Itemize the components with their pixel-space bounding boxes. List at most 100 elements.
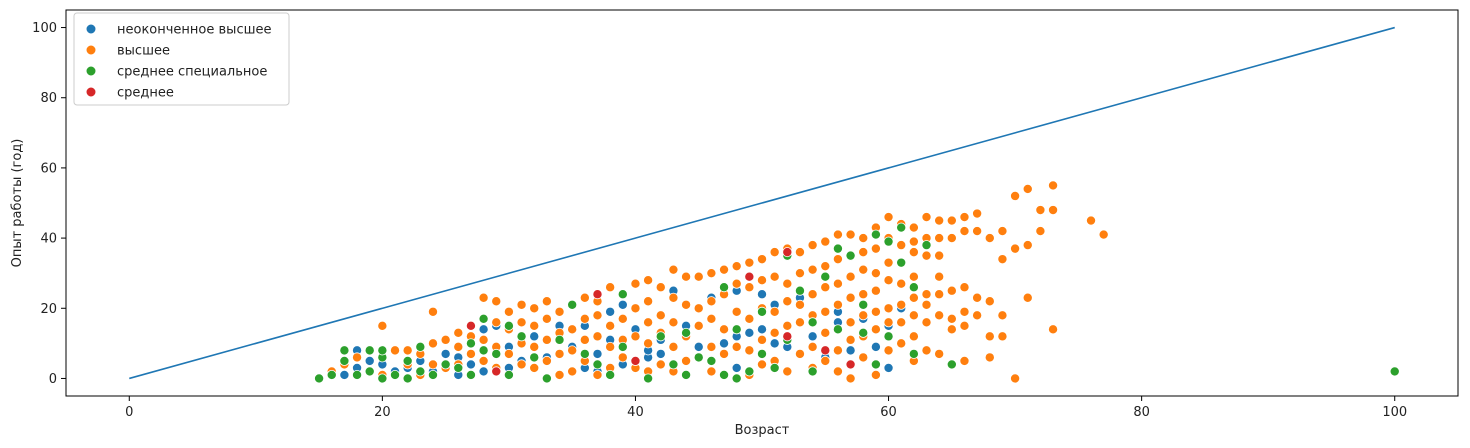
data-point: [529, 331, 540, 342]
data-point: [832, 345, 843, 356]
data-point: [668, 341, 679, 352]
legend-entry: неоконченное высшее: [85, 23, 271, 38]
legend-box: [73, 12, 290, 106]
data-point: [972, 208, 983, 219]
data-point: [719, 282, 730, 293]
data-point: [478, 355, 489, 366]
data-point: [478, 324, 489, 335]
data-point: [946, 313, 957, 324]
data-point: [630, 355, 641, 366]
data-point: [567, 299, 578, 310]
data-point: [731, 324, 742, 335]
data-point: [681, 299, 692, 310]
data-point: [984, 233, 995, 244]
data-point: [1048, 205, 1059, 216]
data-point: [706, 355, 717, 366]
data-point: [870, 268, 881, 279]
data-point: [896, 299, 907, 310]
data-point: [592, 331, 603, 342]
data-point: [845, 229, 856, 240]
data-point: [440, 334, 451, 345]
data-point: [693, 352, 704, 363]
data-point: [832, 278, 843, 289]
data-point: [1048, 324, 1059, 335]
data-point: [731, 278, 742, 289]
data-point: [554, 369, 565, 380]
data-point: [339, 355, 350, 366]
data-point: [706, 268, 717, 279]
data-point: [870, 306, 881, 317]
data-point: [402, 345, 413, 356]
data-point: [491, 296, 502, 307]
data-point: [820, 282, 831, 293]
legend-label: среднее специальное: [117, 65, 267, 80]
data-point: [984, 331, 995, 342]
data-point: [946, 233, 957, 244]
data-point: [896, 257, 907, 268]
data-point: [921, 317, 932, 328]
legend-marker: [85, 44, 97, 56]
data-point: [719, 338, 730, 349]
data-point: [757, 324, 768, 335]
data-point: [769, 247, 780, 258]
data-point: [529, 303, 540, 314]
data-point: [655, 359, 666, 370]
data-point: [908, 271, 919, 282]
data-point: [896, 278, 907, 289]
data-point: [921, 299, 932, 310]
data-point: [478, 334, 489, 345]
reference-line: [129, 26, 1395, 380]
data-point: [402, 355, 413, 366]
data-point: [617, 341, 628, 352]
data-point: [605, 369, 616, 380]
data-point: [554, 334, 565, 345]
data-point: [908, 282, 919, 293]
data-point: [807, 264, 818, 275]
data-point: [997, 226, 1008, 237]
data-point: [314, 373, 325, 384]
data-point: [655, 282, 666, 293]
data-point: [845, 250, 856, 261]
data-point: [908, 331, 919, 342]
data-point: [364, 355, 375, 366]
data-point: [579, 334, 590, 345]
x-tick-label: 100: [1382, 405, 1407, 420]
data-point: [744, 271, 755, 282]
data-point: [845, 345, 856, 356]
data-point: [1048, 180, 1059, 191]
data-point: [757, 275, 768, 286]
y-tick-label: 40: [40, 232, 57, 247]
data-point: [541, 334, 552, 345]
data-point: [832, 324, 843, 335]
data-point: [478, 292, 489, 303]
data-point: [870, 285, 881, 296]
data-point: [757, 254, 768, 265]
data-point: [1098, 229, 1109, 240]
data-point: [807, 240, 818, 251]
data-point: [807, 289, 818, 300]
data-point: [1010, 190, 1021, 201]
data-point: [794, 285, 805, 296]
data-point: [541, 355, 552, 366]
data-point: [643, 373, 654, 384]
data-point: [529, 320, 540, 331]
data-point: [769, 306, 780, 317]
data-point: [554, 348, 565, 359]
data-point: [693, 303, 704, 314]
data-point: [883, 257, 894, 268]
legend-marker: [85, 65, 97, 77]
data-point: [592, 289, 603, 300]
data-point: [845, 317, 856, 328]
data-point: [1022, 240, 1033, 251]
data-point: [681, 327, 692, 338]
data-point: [503, 348, 514, 359]
data-point: [655, 310, 666, 321]
data-point: [377, 373, 388, 384]
data-point: [883, 345, 894, 356]
data-point: [870, 243, 881, 254]
x-tick-label: 40: [627, 405, 644, 420]
data-point: [465, 348, 476, 359]
data-point: [858, 299, 869, 310]
data-point: [503, 369, 514, 380]
